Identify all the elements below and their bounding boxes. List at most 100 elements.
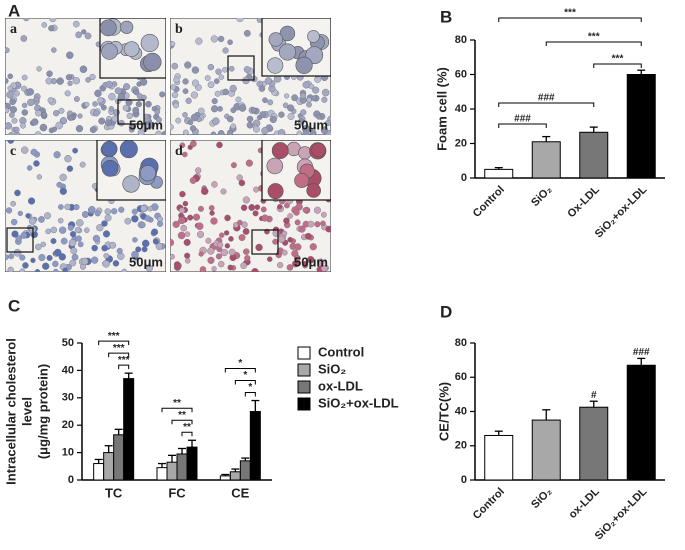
cell [137,129,145,135]
cell [237,219,243,226]
inset-cell [266,57,284,74]
cell [277,204,283,210]
cell [179,207,186,214]
cell [302,130,310,135]
cell [98,117,106,125]
cell [25,213,31,219]
cell [171,62,179,70]
cell [9,105,17,114]
cell [217,106,223,112]
zoom-box [6,227,34,253]
cell [118,206,125,213]
cell [88,206,96,214]
cell [94,89,102,98]
cell [101,220,108,227]
cell [298,225,306,233]
cell [182,88,189,95]
cell [91,244,98,252]
inset-cell [120,20,134,34]
micrograph: b 50μm [170,18,331,135]
cell [132,237,138,243]
cell [277,235,286,243]
cell [152,238,159,245]
cell [5,122,13,130]
cell [69,259,77,267]
cell [227,264,234,271]
cell [54,248,62,257]
cell [131,208,138,215]
zoom-box [227,55,255,81]
cell [65,74,73,81]
cell [173,102,179,109]
inset-cell [101,140,118,157]
sig-bracket [593,63,642,68]
cell [145,100,152,108]
cell [272,238,279,245]
cell [45,228,51,235]
inset-cell [267,183,284,200]
cell [262,97,268,104]
cell [59,173,67,182]
cell [302,207,309,213]
cell [192,213,201,221]
cell [281,230,288,237]
cell [217,130,225,135]
cell [116,247,123,254]
cell [59,187,67,195]
y-axis-label: level [19,397,34,426]
cell [293,254,301,262]
cell [26,88,34,96]
cell [306,101,312,108]
cell [182,200,189,207]
cell [228,65,235,72]
sig-label: ### [514,114,531,125]
sig-label: *** [564,8,576,19]
sig-bracket [545,41,642,46]
cell [210,217,218,225]
cell [223,230,230,236]
cell [14,131,21,135]
cell [53,151,61,159]
cell [291,94,299,102]
sig-label: *** [113,343,125,354]
cell [255,243,263,252]
cell [184,252,191,259]
legend-swatch [297,363,311,377]
bar [166,461,178,481]
x-tick-label: ox-LDL [567,485,602,520]
cell [215,68,222,75]
cell [8,253,15,260]
y-tick-label: 60 [455,68,467,80]
cell [69,231,77,238]
cell [184,231,191,237]
cell [211,105,219,113]
cell [75,235,82,242]
cell [31,118,39,126]
inset-cell [298,146,312,160]
sig-label: * [243,370,247,381]
cell [124,217,132,225]
cell [122,104,130,112]
cell [135,101,142,108]
cell [81,29,87,35]
cell [62,267,68,272]
cell [238,179,246,187]
cell [35,109,42,117]
cell [222,47,229,54]
cell [7,85,14,92]
cell [224,243,231,249]
cell [111,115,119,123]
cell [197,107,205,115]
cell [72,77,80,85]
cell [97,97,104,104]
cell [50,78,57,85]
bar [626,74,656,179]
cell [15,235,22,242]
cell [199,266,207,272]
inset-cell [99,19,117,37]
cell [246,115,254,123]
y-tick-label: 20 [455,137,467,149]
y-tick-label: 20 [62,419,74,431]
cell [253,125,260,133]
